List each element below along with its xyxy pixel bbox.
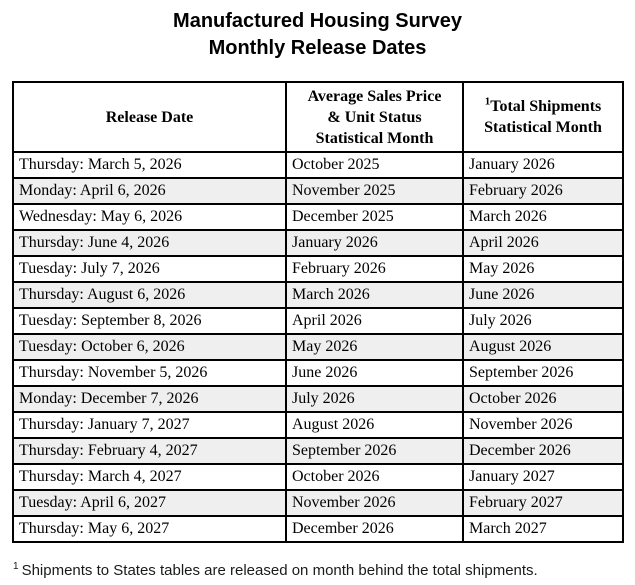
table-cell: July 2026 <box>285 385 464 413</box>
table-cell: August 2026 <box>462 333 624 361</box>
table-cell: November 2026 <box>462 411 624 439</box>
table-cell: Thursday: January 7, 2027 <box>12 411 287 439</box>
table-cell: Thursday: February 4, 2027 <box>12 437 287 465</box>
table-cell: Wednesday: May 6, 2026 <box>12 203 287 231</box>
header-avg-line2: & Unit Status <box>327 108 422 126</box>
footnote: 1 Shipments to States tables are released… <box>13 561 635 579</box>
table-cell: June 2026 <box>462 281 624 309</box>
table-row: Thursday: February 4, 2027 September 2026… <box>12 437 624 465</box>
table-cell: Tuesday: October 6, 2026 <box>12 333 287 361</box>
table-cell: Thursday: August 6, 2026 <box>12 281 287 309</box>
table-cell: May 2026 <box>462 255 624 283</box>
table-cell: February 2026 <box>462 177 624 205</box>
table-cell: May 2026 <box>285 333 464 361</box>
header-shipments-line2: Statistical Month <box>484 119 602 136</box>
header-row: Release Date Average Sales Price & Unit … <box>12 81 624 153</box>
page-title-line1: Manufactured Housing Survey <box>173 10 462 32</box>
header-release-date-label: Release Date <box>105 108 194 126</box>
table-cell: February 2026 <box>285 255 464 283</box>
table-cell: Tuesday: July 7, 2026 <box>12 255 287 283</box>
page-title-line2: Monthly Release Dates <box>208 37 427 59</box>
header-avg-line3: Statistical Month <box>315 129 434 147</box>
table-row: Tuesday: September 8, 2026 April 2026 July… <box>12 307 624 335</box>
table-row: Monday: April 6, 2026 November 2025 Februa… <box>12 177 624 205</box>
header-shipments-line1: Total Shipments <box>490 98 602 115</box>
release-dates-table: Release Date Average Sales Price & Unit … <box>12 81 624 543</box>
table-cell: Tuesday: September 8, 2026 <box>12 307 287 335</box>
table-cell: October 2026 <box>285 463 464 491</box>
table-cell: September 2026 <box>462 359 624 387</box>
table-cell: January 2026 <box>462 151 624 179</box>
table-row: Thursday: August 6, 2026 March 2026 June 2… <box>12 281 624 309</box>
header-total-shipments: 1Total Shipments Statistical Month <box>462 81 624 153</box>
table-row: Thursday: January 7, 2027 August 2026 Nove… <box>12 411 624 439</box>
table-row: Tuesday: July 7, 2026 February 2026 May 20… <box>12 255 624 283</box>
table-row: Wednesday: May 6, 2026 December 2025 March… <box>12 203 624 231</box>
table-row: Tuesday: October 6, 2026 May 2026 August 2… <box>12 333 624 361</box>
release-table-body: Thursday: March 5, 2026 October 2025 Janua… <box>12 151 624 543</box>
table-cell: February 2027 <box>462 489 624 517</box>
table-cell: November 2025 <box>285 177 464 205</box>
table-cell: January 2027 <box>462 463 624 491</box>
table-cell: April 2026 <box>462 229 624 257</box>
table-cell: September 2026 <box>285 437 464 465</box>
table-row: Thursday: March 5, 2026 October 2025 Janua… <box>12 151 624 179</box>
table-cell: Thursday: March 5, 2026 <box>12 151 287 179</box>
header-avg-line1: Average Sales Price <box>307 87 442 105</box>
table-cell: July 2026 <box>462 307 624 335</box>
table-cell: October 2026 <box>462 385 624 413</box>
table-row: Thursday: May 6, 2027 December 2026 March … <box>12 515 624 543</box>
table-row: Thursday: June 4, 2026 January 2026 April … <box>12 229 624 257</box>
table-cell: Thursday: June 4, 2026 <box>12 229 287 257</box>
table-cell: January 2026 <box>285 229 464 257</box>
header-release-date: Release Date <box>12 81 287 153</box>
table-cell: November 2026 <box>285 489 464 517</box>
table-cell: Monday: December 7, 2026 <box>12 385 287 413</box>
table-cell: March 2027 <box>462 515 624 543</box>
table-cell: October 2025 <box>285 151 464 179</box>
table-cell: August 2026 <box>285 411 464 439</box>
table-cell: Thursday: November 5, 2026 <box>12 359 287 387</box>
table-cell: June 2026 <box>285 359 464 387</box>
footnote-text: Shipments to States tables are released … <box>21 562 538 579</box>
table-cell: Tuesday: April 6, 2027 <box>12 489 287 517</box>
table-cell: Thursday: May 6, 2027 <box>12 515 287 543</box>
table-cell: March 2026 <box>285 281 464 309</box>
table-cell: April 2026 <box>285 307 464 335</box>
table-cell: March 2026 <box>462 203 624 231</box>
table-row: Thursday: November 5, 2026 June 2026 Septe… <box>12 359 624 387</box>
table-cell: December 2025 <box>285 203 464 231</box>
table-row: Thursday: March 4, 2027 October 2026 Janua… <box>12 463 624 491</box>
table-row: Monday: December 7, 2026 July 2026 October… <box>12 385 624 413</box>
table-cell: Monday: April 6, 2026 <box>12 177 287 205</box>
header-avg-sales-price: Average Sales Price & Unit Status Statis… <box>285 81 464 153</box>
page-title: Manufactured Housing Survey Monthly Rele… <box>0 8 635 62</box>
header-shipments-footnote-marker: 1 <box>484 95 491 108</box>
table-cell: December 2026 <box>462 437 624 465</box>
table-cell: December 2026 <box>285 515 464 543</box>
table-cell: Thursday: March 4, 2027 <box>12 463 287 491</box>
table-row: Tuesday: April 6, 2027 November 2026 Febru… <box>12 489 624 517</box>
footnote-marker: 1 <box>13 561 19 572</box>
